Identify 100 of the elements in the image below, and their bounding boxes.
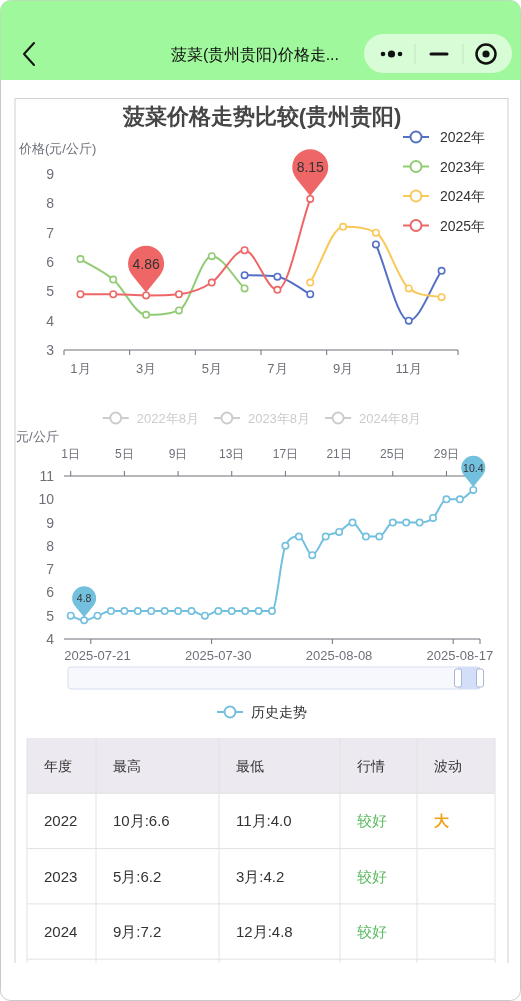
x-tick-label: 9月: [332, 360, 354, 376]
category-label: 波动: [434, 757, 462, 774]
point: [371, 228, 380, 237]
legend-label: 2024年: [440, 188, 486, 204]
point: [335, 527, 344, 536]
point: [321, 532, 330, 541]
x-tick-label: 2025-08-17: [426, 647, 494, 663]
point: [76, 290, 85, 299]
x-tick-label: 2025-07-21: [64, 647, 131, 663]
data-label: 4.86: [132, 255, 160, 272]
x2-tick-label: 21日: [326, 447, 352, 461]
y-tick-label: 10: [38, 491, 55, 508]
x-tick-label: 7月: [267, 360, 288, 376]
point: [437, 293, 446, 302]
point: [306, 278, 315, 287]
x2-tick-label: 25日: [380, 447, 406, 461]
point: [207, 252, 216, 261]
point: [429, 513, 438, 522]
text: 2024: [44, 923, 78, 941]
y-axis-title: 元/公斤: [16, 428, 59, 444]
legend-label: 2023年: [440, 158, 486, 175]
point: [308, 551, 317, 560]
point: [306, 194, 315, 203]
point: [160, 607, 169, 616]
y-tick-label: 7: [46, 561, 55, 578]
point: [273, 272, 282, 281]
x2-tick-label: 13日: [219, 447, 245, 461]
point: [106, 607, 115, 616]
point: [361, 532, 370, 541]
x2-tick-label: 5日: [115, 447, 134, 461]
category-label: 行情: [357, 757, 385, 774]
text: 12月:4.8: [236, 923, 293, 941]
point: [348, 518, 357, 527]
x-tick-label: 5月: [201, 360, 222, 376]
text: 2022: [44, 812, 78, 830]
category-label: 最高: [113, 757, 141, 774]
y-tick-label: 4: [46, 631, 55, 647]
x-tick-label: 3月: [135, 360, 157, 376]
point: [241, 607, 250, 616]
point: [404, 316, 413, 325]
point: [120, 607, 129, 616]
point: [109, 275, 118, 284]
y-tick-label: 8: [46, 537, 55, 554]
point: [388, 518, 397, 527]
x2-tick-label: 17日: [272, 447, 299, 461]
point: [375, 532, 384, 541]
x-tick-label: 11月: [395, 360, 422, 376]
x-tick-label: 1月: [70, 360, 91, 376]
point: [254, 607, 263, 616]
chart-title: 菠菜价格走势比较(贵州贵阳): [121, 103, 402, 129]
point: [174, 306, 183, 315]
point: [339, 222, 348, 231]
point: [142, 310, 151, 319]
text: 10月:6.6: [113, 812, 170, 830]
point: [147, 607, 156, 616]
y-axis-title: 价格(元/公斤): [18, 140, 97, 156]
y-tick-label: 7: [46, 224, 55, 241]
point: [133, 607, 142, 616]
point: [66, 611, 75, 620]
category-label: 年度: [44, 757, 72, 774]
y-tick-label: 9: [46, 514, 55, 531]
point: [80, 616, 89, 625]
point: [306, 290, 315, 299]
point: [402, 518, 411, 527]
text: 较好: [357, 867, 387, 885]
text: 9月:7.2: [113, 923, 162, 941]
data-label: 4.8: [76, 592, 92, 605]
point: [469, 485, 478, 494]
point: [142, 291, 151, 300]
point: [76, 255, 85, 264]
point: [371, 240, 380, 249]
point: [93, 611, 102, 620]
point: [455, 495, 464, 504]
text: 3月:4.2: [236, 867, 285, 885]
data-label: 8.15: [296, 159, 325, 176]
text: 11月:4.0: [236, 812, 292, 830]
y-tick-label: 5: [46, 283, 55, 300]
point: [268, 607, 276, 616]
text: 较好: [357, 812, 387, 830]
point: [240, 246, 249, 255]
y-tick-label: 11: [39, 468, 55, 484]
x2-tick-label: 29日: [433, 447, 460, 461]
point: [214, 607, 223, 616]
point: [174, 290, 183, 299]
legend-label: 2025年: [440, 217, 486, 234]
point: [200, 611, 209, 620]
x-tick-label: 2025-08-08: [305, 647, 373, 663]
x2-tick-label: 9日: [168, 447, 188, 461]
point: [404, 284, 413, 293]
y-tick-label: 6: [46, 254, 55, 270]
x2-tick-label: 1日: [61, 447, 81, 461]
x-tick-label: 2025-07-30: [185, 647, 252, 663]
point: [273, 285, 282, 294]
point: [174, 607, 183, 616]
point: [227, 607, 236, 616]
point: [187, 607, 196, 616]
y-tick-label: 6: [46, 584, 55, 601]
text: 2023: [44, 867, 78, 885]
point: [437, 266, 446, 275]
point: [442, 495, 451, 504]
